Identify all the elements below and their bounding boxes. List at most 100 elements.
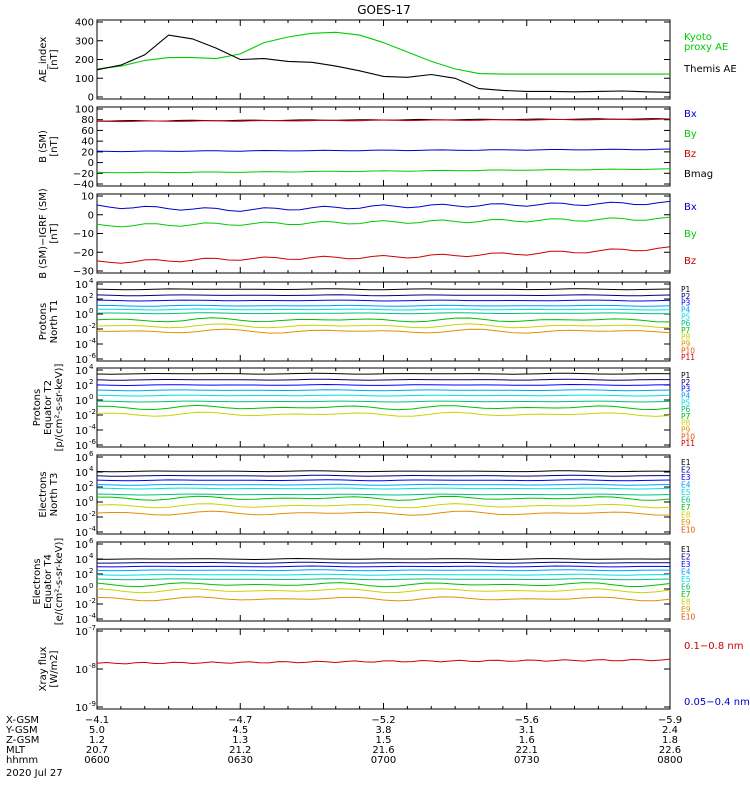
y-tick-label: 10 (75, 585, 88, 596)
ylabel-line: Protons (38, 303, 49, 340)
ylabel-line: AE_index (38, 37, 49, 83)
panel-ylabel: AE_index[nT] (38, 37, 60, 83)
series-line-e2 (96, 474, 670, 477)
legend-entry: E5 (681, 488, 691, 497)
y-tick-exponent: 6 (89, 537, 94, 545)
series-line-p1 (96, 288, 671, 291)
ylabel-line: [nT] (49, 223, 60, 243)
plot-title: GOES-17 (357, 3, 411, 17)
series-line-p3 (96, 299, 671, 302)
y-tick-exponent: -4 (89, 525, 97, 533)
legend-entry: Themis AE (683, 64, 737, 75)
series-line-p7 (96, 317, 671, 323)
y-tick-label: 100 (75, 105, 94, 116)
panel-xray: Xray flux[W/m2]10-710-810 -90.1−0.8 nm0.0… (38, 624, 750, 714)
y-tick-label: 10 (75, 627, 88, 638)
orbit-label: hhmm (6, 755, 38, 766)
orbit-value: 1.6 (519, 735, 535, 746)
series-line-p4 (96, 389, 671, 392)
legend-entry: P10 (681, 346, 695, 355)
legend-entry: E9 (681, 518, 691, 527)
series-line-p3 (96, 383, 671, 387)
legend-entry: Bx (684, 202, 697, 213)
orbit-value: 1.3 (232, 735, 248, 746)
y-tick-label: −20 (73, 169, 94, 180)
y-tick-label: 10 (75, 366, 88, 377)
y-tick-label: 10 (75, 411, 88, 422)
legend-entry: P1 (681, 371, 691, 380)
legend-entry: By (684, 229, 697, 240)
panel-frame (96, 628, 671, 710)
series-line-e8 (96, 503, 671, 509)
y-tick-label: −10 (73, 229, 94, 240)
series-line-p1 (96, 372, 671, 375)
y-tick-label: 10 (75, 555, 88, 566)
panel-frame (96, 281, 671, 362)
ylabel-line: Protons (32, 389, 43, 426)
panel-ylabel: B (SM)[nT] (38, 130, 60, 163)
orbit-value: 22.1 (516, 745, 538, 756)
y-tick-label: 10 (75, 310, 88, 321)
y-tick-label: 10 (75, 483, 88, 494)
series-line-p5 (97, 308, 671, 311)
series-line-p2 (96, 378, 670, 381)
legend-entry: P3 (681, 385, 691, 394)
y-tick-label: 10 (75, 355, 88, 366)
panel-frame (96, 541, 671, 622)
orbit-value: 0600 (84, 755, 109, 766)
panel-ylabel: ProtonsEquator T2[p/(cm²-s-sr-keV)] (32, 364, 65, 452)
series-line-p6 (96, 312, 671, 315)
ylabel-line: Electrons (32, 558, 43, 604)
legend-entry: E6 (681, 496, 691, 505)
legend-entry: P4 (681, 391, 691, 400)
panel-pe: ProtonsEquator T2[p/(cm²-s-sr-keV)] 10 410… (32, 363, 695, 452)
y-tick-exponent: 2 (89, 292, 93, 300)
orbit-value: −4.7 (228, 715, 252, 726)
y-tick-exponent: -4 (89, 337, 97, 345)
legend-entry: P11 (681, 439, 695, 448)
legend-entry: E1 (681, 458, 691, 467)
series-line-p8 (96, 323, 671, 329)
y-tick-exponent: 2 (89, 480, 93, 488)
legend-entry: E3 (681, 560, 691, 569)
legend-entry: 0.1−0.8 nm (684, 641, 743, 652)
legend-entry: P10 (681, 432, 695, 441)
y-tick-label: 10 (75, 280, 88, 291)
series-line-e1 (96, 470, 671, 473)
orbit-value: 0730 (514, 755, 539, 766)
series-line-e3 (96, 565, 671, 568)
y-tick-exponent: -2 (89, 322, 96, 330)
y-tick-label: −20 (73, 248, 94, 259)
y-tick-label: −30 (73, 267, 94, 278)
ylabel-line: Xray flux (38, 647, 49, 692)
legend-entry: P11 (681, 353, 695, 362)
ylabel-line: Equator T2 (43, 380, 54, 435)
y-tick-label: 10 (75, 325, 88, 336)
y-tick-exponent: 4 (89, 363, 94, 371)
series-line-bx (96, 200, 671, 212)
y-tick-exponent: -8 (89, 662, 96, 670)
y-tick-exponent: 0 (89, 393, 93, 401)
series-line-p7 (96, 404, 671, 411)
ylabel-line: B (SM) (38, 130, 49, 163)
orbit-label: MLT (6, 745, 26, 756)
y-tick-label: 100 (75, 74, 94, 85)
ylabel-line: North T3 (49, 473, 60, 517)
y-tick-label: 10 (75, 396, 88, 407)
orbit-label: Y-GSM (5, 725, 38, 736)
series-line-p6 (96, 400, 671, 403)
y-tick-label: 0 (88, 93, 94, 104)
y-tick-label: 400 (75, 18, 94, 29)
y-tick-label: 10 (75, 340, 88, 351)
y-tick-exponent: -7 (89, 624, 96, 632)
panel-ee: ElectronsEquator T4[e/(cm²-s-sr-keV)] 10 6… (32, 537, 696, 626)
y-tick-exponent: -6 (89, 438, 97, 446)
legend-entry: E7 (681, 590, 691, 599)
orbit-value: 21.2 (229, 745, 251, 756)
series-line-e4 (96, 483, 671, 486)
ylabel-line: Electrons (38, 471, 49, 517)
series-line-p2 (96, 294, 671, 297)
y-tick-label: 40 (81, 137, 94, 148)
legend-entry: Bmag (684, 169, 713, 180)
